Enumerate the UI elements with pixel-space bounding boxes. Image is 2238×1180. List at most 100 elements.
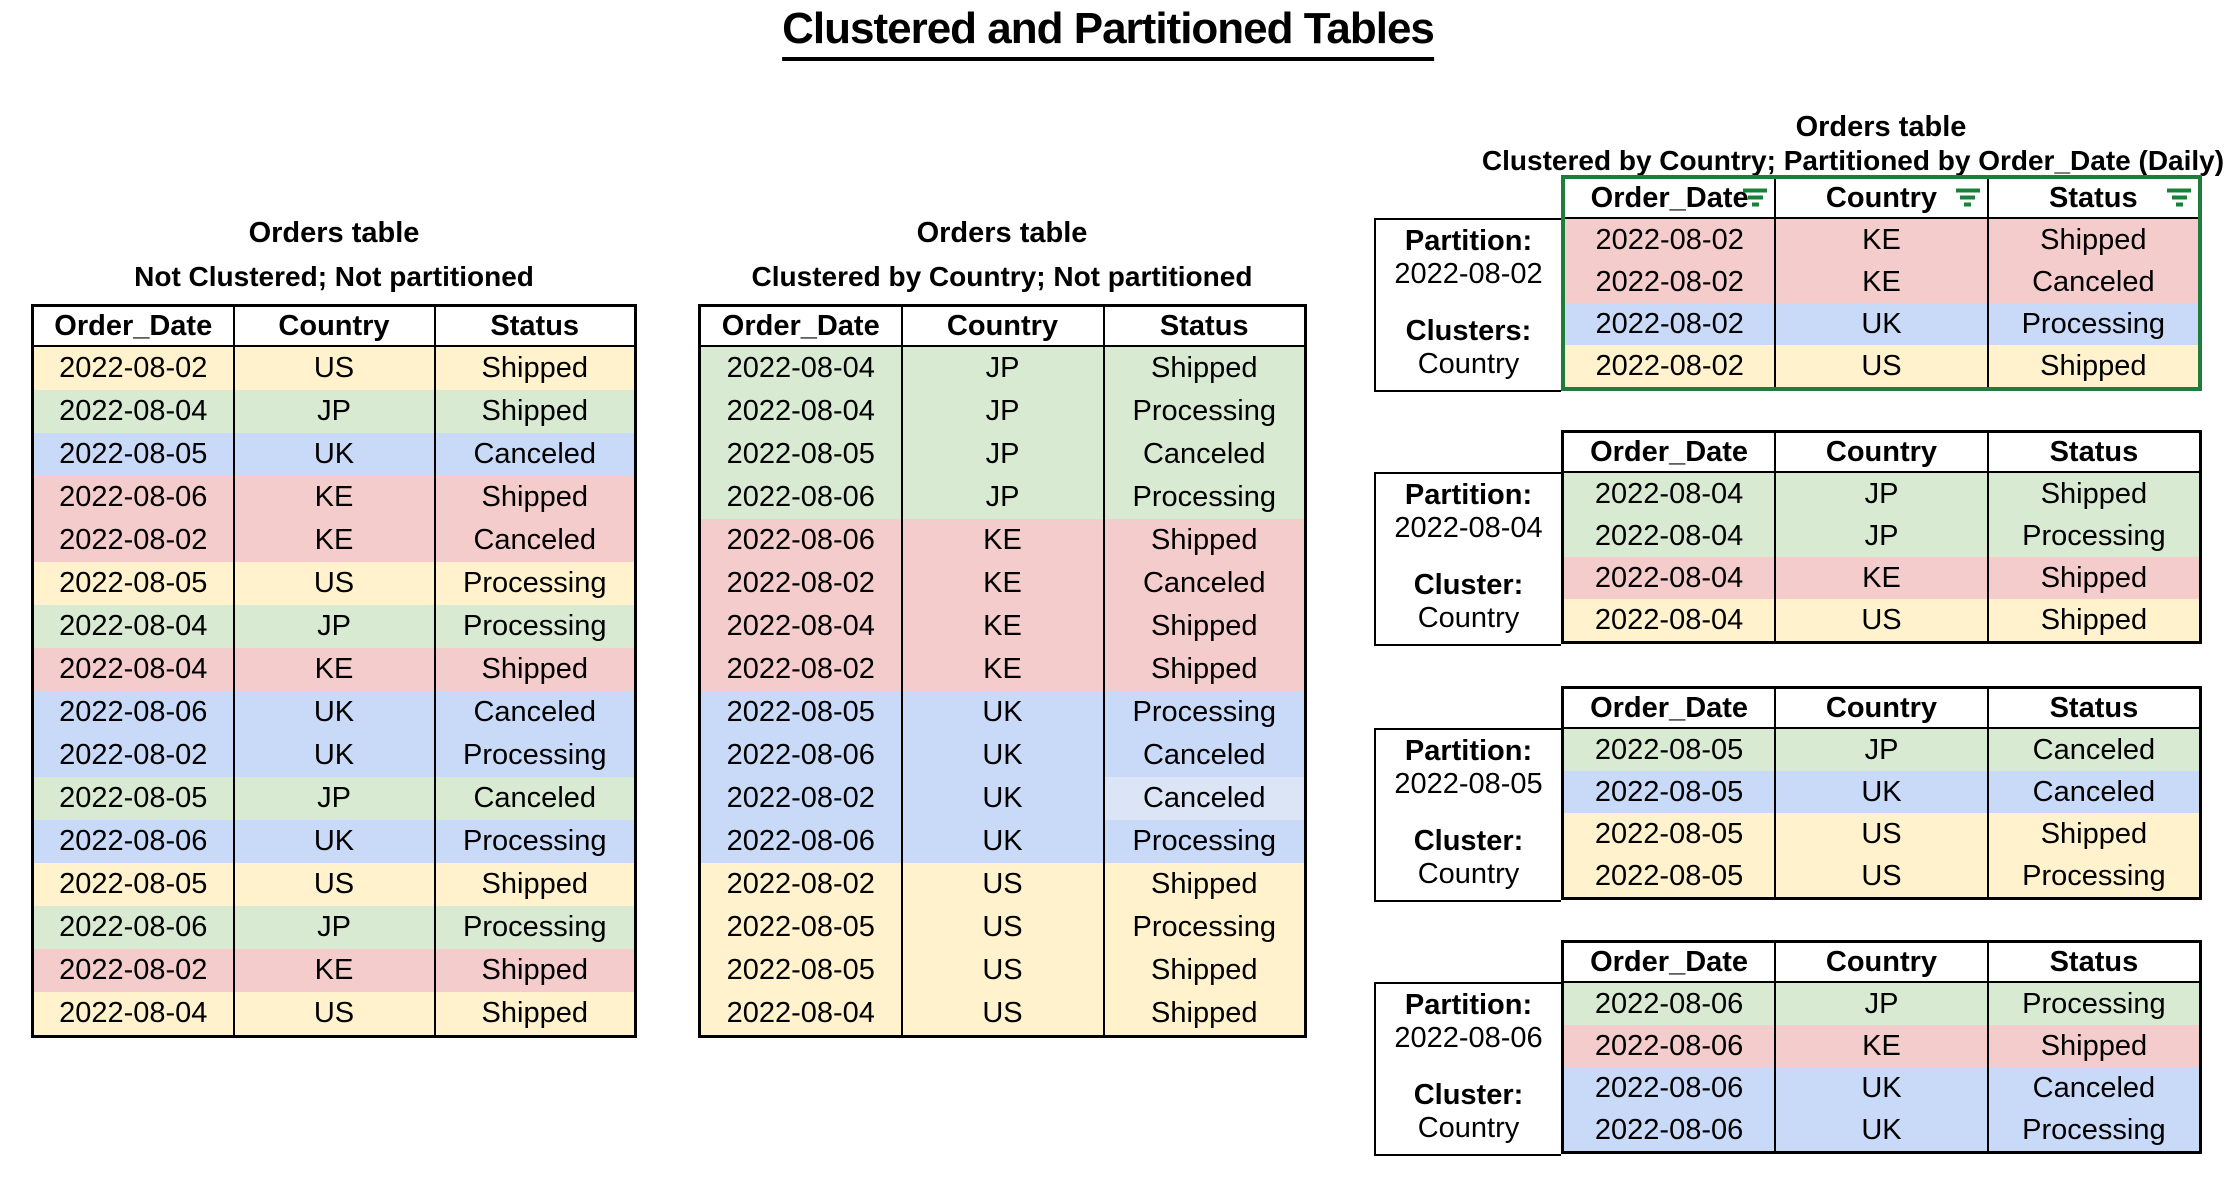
middle-table-body: 2022-08-04 JP Shipped 2022-08-04 JP Processin… [699, 346, 1306, 1037]
cell-status: Processing [1102, 820, 1306, 863]
right-table-body-0: 2022-08-02 KE Shipped 2022-08-02 KE Canceled 2… [1563, 218, 2200, 389]
header-row: Order_Date Country Status [1562, 687, 2201, 729]
cell-country: JP [232, 906, 435, 949]
table-row: 2022-08-06 JP Processing [32, 906, 636, 949]
column-header-country: Country [1774, 431, 1988, 473]
column-header-order-date: Order_Date [32, 305, 234, 347]
column-header-country: Country [1774, 941, 1988, 983]
table-row: 2022-08-05 JP Canceled [1562, 728, 2201, 771]
cell-country: KE [1774, 1025, 1988, 1067]
cell-status: Shipped [1102, 863, 1306, 906]
right-table-body-2: 2022-08-05 JP Canceled 2022-08-05 UK Canceled… [1562, 728, 2201, 899]
right-table-body-3: 2022-08-06 JP Processing 2022-08-06 KE Shippe… [1562, 982, 2201, 1153]
middle-table-title: Orders table [916, 217, 1088, 249]
cell-order-date: 2022-08-05 [1562, 855, 1776, 899]
filter-icon [2167, 188, 2191, 208]
cell-status: Processing [1102, 691, 1306, 734]
cell-order-date: 2022-08-05 [699, 691, 902, 734]
cell-country: KE [1774, 557, 1988, 599]
partition-label-box: Partition: 2022-08-05 Cluster: Country [1374, 728, 1561, 902]
table-row: 2022-08-02 US Shipped [699, 863, 1306, 906]
header-row: Order_Date Country Status [1562, 431, 2201, 473]
table-row: 2022-08-05 US Processing [699, 906, 1306, 949]
page-title: Clustered and Partitioned Tables [782, 4, 1435, 61]
cell-country: JP [900, 346, 1104, 390]
cell-status: Shipped [433, 863, 636, 906]
table-row: 2022-08-02 UK Canceled [699, 777, 1306, 820]
table-row: 2022-08-05 US Processing [1562, 855, 2201, 899]
table-row: 2022-08-02 KE Shipped [699, 648, 1306, 691]
cell-country: KE [900, 519, 1104, 562]
cell-status: Canceled [1102, 777, 1306, 820]
cell-order-date: 2022-08-02 [1563, 261, 1776, 303]
cell-order-date: 2022-08-02 [699, 863, 902, 906]
cell-country: KE [900, 562, 1104, 605]
cell-status: Processing [1986, 303, 2200, 345]
cell-status: Processing [1102, 476, 1306, 519]
cell-order-date: 2022-08-06 [699, 820, 902, 863]
cell-country: US [232, 346, 435, 390]
right-table-body-1: 2022-08-04 JP Shipped 2022-08-04 JP Processin… [1562, 472, 2201, 643]
table-row: 2022-08-04 JP Processing [699, 390, 1306, 433]
header-row: Order_Date Country Status [699, 305, 1306, 347]
partition-label-box: Partition: 2022-08-06 Cluster: Country [1374, 982, 1561, 1156]
table-row: 2022-08-06 KE Shipped [32, 476, 636, 519]
cell-country: UK [232, 820, 435, 863]
cell-status: Shipped [1986, 813, 2201, 855]
cell-country: KE [232, 519, 435, 562]
cell-country: JP [1774, 472, 1988, 515]
table-row: 2022-08-05 US Processing [32, 562, 636, 605]
cell-country: US [232, 992, 435, 1037]
table-row: 2022-08-04 JP Processing [32, 605, 636, 648]
cell-order-date: 2022-08-06 [32, 476, 234, 519]
cell-order-date: 2022-08-06 [1562, 1067, 1776, 1109]
column-header-order-date: Order_Date [1562, 431, 1776, 473]
cell-country: UK [1774, 303, 1988, 345]
cell-order-date: 2022-08-02 [32, 346, 234, 390]
cell-status: Canceled [1986, 728, 2201, 771]
cell-order-date: 2022-08-02 [699, 648, 902, 691]
cell-country: JP [1774, 515, 1988, 557]
table-row: 2022-08-04 KE Shipped [699, 605, 1306, 648]
filter-icon [1955, 188, 1980, 208]
partition-label: Partition: [1404, 989, 1533, 1021]
cell-country: US [232, 562, 435, 605]
filter-icon [1743, 188, 1768, 208]
table-row: 2022-08-06 JP Processing [1562, 982, 2201, 1025]
table-row: 2022-08-05 JP Canceled [32, 777, 636, 820]
column-header-country: Country [900, 305, 1104, 347]
cell-status: Canceled [1986, 771, 2201, 813]
cell-order-date: 2022-08-05 [32, 863, 234, 906]
table-row: 2022-08-02 UK Processing [32, 734, 636, 777]
cell-order-date: 2022-08-04 [1562, 557, 1776, 599]
cell-status: Shipped [433, 992, 636, 1037]
cell-order-date: 2022-08-02 [32, 519, 234, 562]
right-orders-table-1: Order_Date Country Status 2022-08-04 JP Sh… [1561, 430, 2202, 644]
cell-status: Shipped [1102, 346, 1306, 390]
cell-country: JP [1774, 728, 1988, 771]
table-row: 2022-08-05 UK Canceled [32, 433, 636, 476]
table-row: 2022-08-05 UK Processing [699, 691, 1306, 734]
cell-order-date: 2022-08-05 [1562, 728, 1776, 771]
cell-status: Shipped [1986, 472, 2201, 515]
cell-status: Processing [433, 734, 636, 777]
column-header-country: Country [1774, 177, 1988, 219]
cell-country: US [232, 863, 435, 906]
table-row: 2022-08-05 US Shipped [699, 949, 1306, 992]
cell-country: UK [900, 691, 1104, 734]
cell-order-date: 2022-08-06 [1562, 1109, 1776, 1153]
table-row: 2022-08-02 KE Shipped [1563, 218, 2200, 261]
cell-order-date: 2022-08-06 [32, 691, 234, 734]
cell-country: US [900, 906, 1104, 949]
right-orders-table-2: Order_Date Country Status 2022-08-05 JP Ca… [1561, 686, 2202, 900]
table-row: 2022-08-05 UK Canceled [1562, 771, 2201, 813]
cluster-label: Cluster: [1413, 825, 1524, 857]
cell-country: US [900, 863, 1104, 906]
cell-order-date: 2022-08-04 [699, 346, 902, 390]
cell-order-date: 2022-08-02 [699, 777, 902, 820]
column-header-label: Country [1825, 181, 1938, 214]
header-row: Order_Date Country Status [1562, 941, 2201, 983]
cluster-label: Clusters: [1405, 315, 1532, 347]
cell-status: Canceled [433, 691, 636, 734]
table-row: 2022-08-05 US Shipped [32, 863, 636, 906]
